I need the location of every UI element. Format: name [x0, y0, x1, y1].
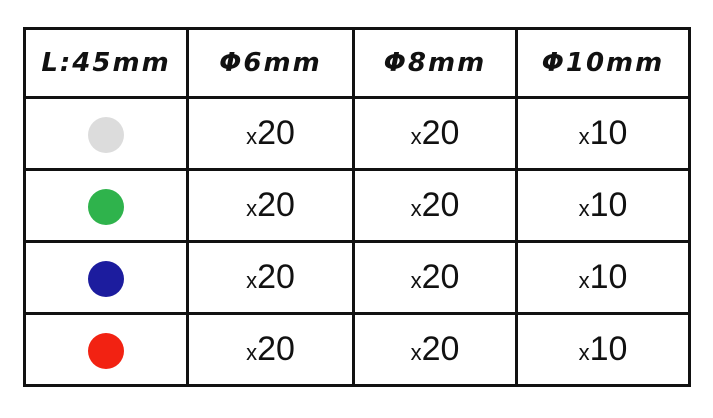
table-row: x20 x20 x10 [23, 312, 691, 387]
count-cell: x20 [186, 96, 355, 171]
header-length: L:45mm [23, 27, 189, 99]
multiplier: x [246, 124, 258, 149]
color-dot-red [88, 333, 124, 369]
count-value: 10 [589, 186, 628, 224]
count-cell: x10 [515, 96, 691, 171]
count-value: 10 [589, 114, 628, 152]
count-value: 20 [257, 258, 295, 296]
multiplier: x [578, 196, 590, 221]
count-value: 20 [257, 114, 295, 152]
color-cell [23, 96, 189, 171]
count-value: 20 [421, 114, 460, 152]
color-cell [23, 312, 189, 387]
count-cell: x20 [186, 168, 355, 243]
multiplier: x [246, 268, 258, 293]
table-row: x20 x20 x10 [23, 168, 691, 243]
count-cell: x20 [352, 96, 518, 171]
count-cell: x20 [186, 240, 355, 315]
multiplier: x [578, 340, 590, 365]
multiplier: x [410, 196, 422, 221]
color-dot-green [88, 189, 124, 225]
header-diameter-10: Φ10mm [515, 27, 691, 99]
count-cell: x20 [352, 240, 518, 315]
color-cell [23, 168, 189, 243]
header-diameter-6: Φ6mm [186, 27, 355, 99]
count-cell: x10 [515, 168, 691, 243]
count-value: 10 [589, 330, 628, 368]
multiplier: x [410, 268, 422, 293]
count-cell: x10 [515, 312, 691, 387]
count-value: 20 [257, 330, 295, 368]
count-cell: x20 [186, 312, 355, 387]
spec-table: L:45mm Φ6mm Φ8mm Φ10mm x20 x20 x10 x20 x20 x1… [23, 27, 691, 387]
multiplier: x [578, 124, 590, 149]
count-cell: x10 [515, 240, 691, 315]
multiplier: x [410, 340, 422, 365]
multiplier: x [246, 196, 258, 221]
color-dot-light-gray [88, 117, 124, 153]
color-dot-blue [88, 261, 124, 297]
count-cell: x20 [352, 168, 518, 243]
count-value: 20 [421, 330, 460, 368]
count-value: 20 [421, 258, 460, 296]
color-cell [23, 240, 189, 315]
multiplier: x [578, 268, 590, 293]
table-row: x20 x20 x10 [23, 240, 691, 315]
count-cell: x20 [352, 312, 518, 387]
count-value: 10 [589, 258, 628, 296]
count-value: 20 [421, 186, 460, 224]
header-row: L:45mm Φ6mm Φ8mm Φ10mm [23, 27, 691, 99]
count-value: 20 [257, 186, 295, 224]
header-diameter-8: Φ8mm [352, 27, 518, 99]
table-row: x20 x20 x10 [23, 96, 691, 171]
multiplier: x [246, 340, 258, 365]
multiplier: x [410, 124, 422, 149]
